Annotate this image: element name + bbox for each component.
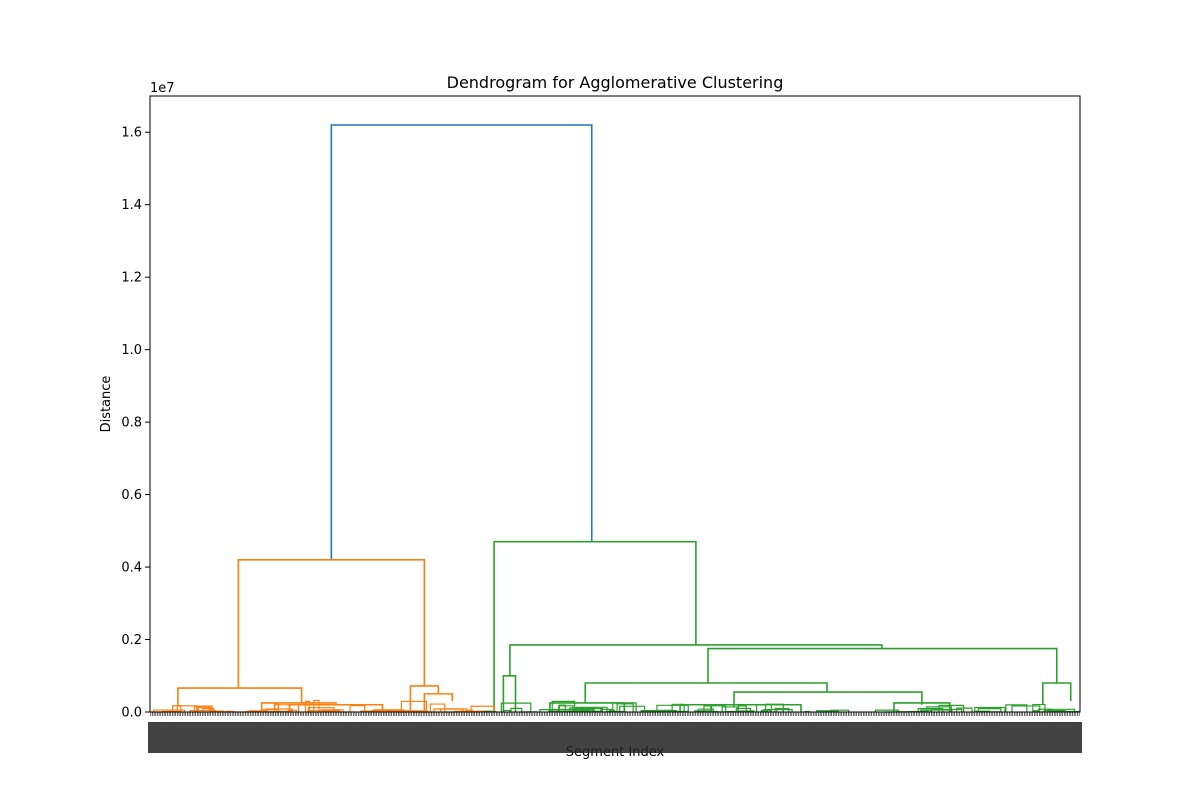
dendrogram-link xyxy=(679,703,802,712)
dendrogram-sublink xyxy=(619,705,646,712)
y-tick-label: 1.0 xyxy=(121,343,142,358)
dendrogram-sublink xyxy=(1047,708,1075,712)
dendrogram-link xyxy=(409,685,440,712)
dendrogram-link xyxy=(584,682,828,703)
dendrogram-sublink xyxy=(974,706,1006,712)
dendrogram-sublink xyxy=(977,708,1002,712)
dendrogram-sublink xyxy=(400,700,428,712)
dendrogram-sublink xyxy=(956,707,973,712)
dendrogram-sublink xyxy=(307,707,335,712)
y-tick-label: 0.6 xyxy=(121,488,142,503)
dendrogram-sublink xyxy=(470,705,496,712)
dendrogram-sublink xyxy=(287,709,298,712)
dendrogram-sublink xyxy=(1011,705,1041,712)
y-tick-label: 1.2 xyxy=(121,271,142,286)
dendrogram-sublink xyxy=(152,709,186,712)
dendrogram-sublink xyxy=(558,704,566,712)
dendrogram-link xyxy=(288,703,384,712)
y-offset-label: 1e7 xyxy=(150,81,175,96)
dendrogram-sublink xyxy=(703,705,713,712)
y-tick-label: 0.0 xyxy=(121,706,142,721)
dendrogram-sublink xyxy=(756,703,772,712)
dendrogram-sublink xyxy=(304,700,310,712)
dendrogram-sublink xyxy=(500,702,532,712)
dendrogram-sublink xyxy=(349,704,366,712)
chart-title: Dendrogram for Agglomerative Clustering xyxy=(447,73,784,92)
dendrogram-sublink xyxy=(830,709,850,712)
plot-frame xyxy=(149,95,1081,713)
x-tick-labels-overlap xyxy=(148,722,1082,753)
y-tick-label: 1.4 xyxy=(121,198,142,213)
dendrogram-sublink xyxy=(930,708,963,712)
dendrogram-link xyxy=(549,702,626,712)
dendrogram-sublink xyxy=(616,703,634,712)
dendrogram-sublink xyxy=(1032,703,1046,712)
dendrogram-link xyxy=(237,559,426,689)
dendrogram-link xyxy=(177,687,303,707)
dendrogram-sublink xyxy=(502,709,511,712)
y-tick-label: 0.4 xyxy=(121,561,142,576)
dendrogram-sublink xyxy=(762,709,772,712)
dendrogram-link xyxy=(509,644,883,676)
dendrogram-link xyxy=(423,693,454,712)
dendrogram-sublink xyxy=(273,703,280,712)
dendrogram-sublink xyxy=(172,705,182,712)
dendrogram-link xyxy=(330,124,593,560)
dendrogram-link xyxy=(493,540,697,712)
y-axis-label: Distance xyxy=(99,376,114,433)
y-tick-label: 0.2 xyxy=(121,633,142,648)
dendrogram-link xyxy=(733,691,923,707)
dendrogram-sublink xyxy=(510,707,523,712)
dendrogram-sublink xyxy=(776,707,790,712)
dendrogram-link xyxy=(1042,682,1072,705)
dendrogram-sublink xyxy=(176,705,198,712)
dendrogram-link xyxy=(260,702,337,712)
dendrogram-sublink xyxy=(551,700,576,712)
dendrogram-link xyxy=(893,702,951,712)
dendrogram-sublink xyxy=(874,709,900,712)
dendrogram-sublink xyxy=(671,703,685,712)
dendrogram-sublink xyxy=(196,707,212,712)
dendrogram-sublink xyxy=(737,705,747,712)
dendrogram-sublink xyxy=(816,710,839,712)
dendrogram-sublink xyxy=(1005,704,1028,712)
dendrogram-sublink xyxy=(569,707,595,712)
dendrogram-sublink xyxy=(558,705,574,712)
y-tick-label: 1.6 xyxy=(121,126,142,141)
dendrogram-sublink xyxy=(429,703,446,712)
dendrogram-sublink xyxy=(320,709,344,712)
dendrogram-sublink xyxy=(735,707,752,712)
dendrogram-sublink xyxy=(710,705,727,712)
dendrogram-sublink xyxy=(313,699,320,712)
dendrogram-sublink xyxy=(612,702,637,712)
dendrogram-link xyxy=(707,647,1058,684)
plot-area: 0.0 0.2 0.4 0.6 0.8 1.0 1.2 1.4 1.6 xyxy=(121,95,1082,753)
y-tick-label: 0.8 xyxy=(121,416,142,431)
dendrogram-sublink xyxy=(1032,710,1038,712)
dendrogram-link xyxy=(502,674,517,712)
